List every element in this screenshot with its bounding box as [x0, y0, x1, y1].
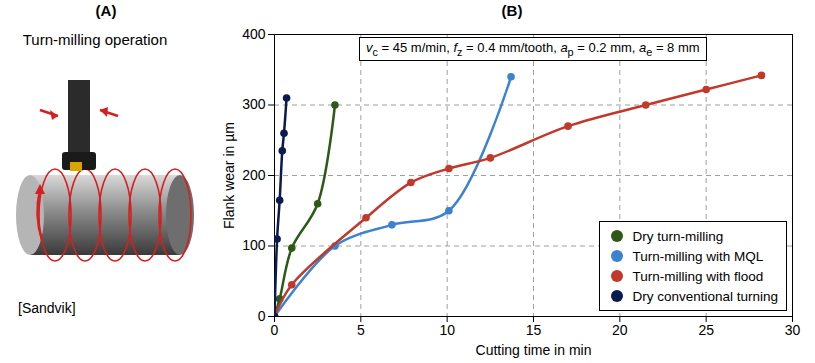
svg-text:Flank wear in µm: Flank wear in µm — [221, 122, 237, 229]
html-text:Dry conventional turning: Dry conventional turning — [632, 288, 778, 304]
svg-text:0: 0 — [271, 322, 279, 338]
html-text:Turn-milling operation: Turn-milling operation — [22, 31, 168, 48]
html-text:[Sandvik]: [Sandvik] — [18, 300, 76, 316]
html-text:Dry turn-milling: Dry turn-milling — [632, 228, 724, 244]
html-text:(B): (B) — [501, 2, 523, 19]
html-text:(A): (A) — [95, 2, 117, 19]
svg-text:15: 15 — [526, 322, 542, 338]
svg-text:0: 0 — [258, 308, 266, 324]
svg-text:20: 20 — [612, 322, 628, 338]
svg-text:100: 100 — [242, 237, 266, 253]
svg-text:Cutting time in min: Cutting time in min — [476, 342, 592, 358]
svg-text:200: 200 — [242, 167, 266, 183]
svg-text:25: 25 — [698, 322, 714, 338]
svg-text:5: 5 — [357, 322, 365, 338]
svg-text:30: 30 — [785, 322, 801, 338]
html-text:Turn-milling with flood: Turn-milling with flood — [632, 268, 764, 284]
svg-text:300: 300 — [242, 96, 266, 112]
svg-text:400: 400 — [242, 26, 266, 42]
svg-text:10: 10 — [439, 322, 455, 338]
html-text:Turn-milling with MQL: Turn-milling with MQL — [632, 248, 764, 264]
html-text:vc= 45 m/min, fz= 0.4 mm/tooth: vc= 45 m/min, fz= 0.4 mm/tooth, ap= 0.2 … — [366, 40, 700, 58]
